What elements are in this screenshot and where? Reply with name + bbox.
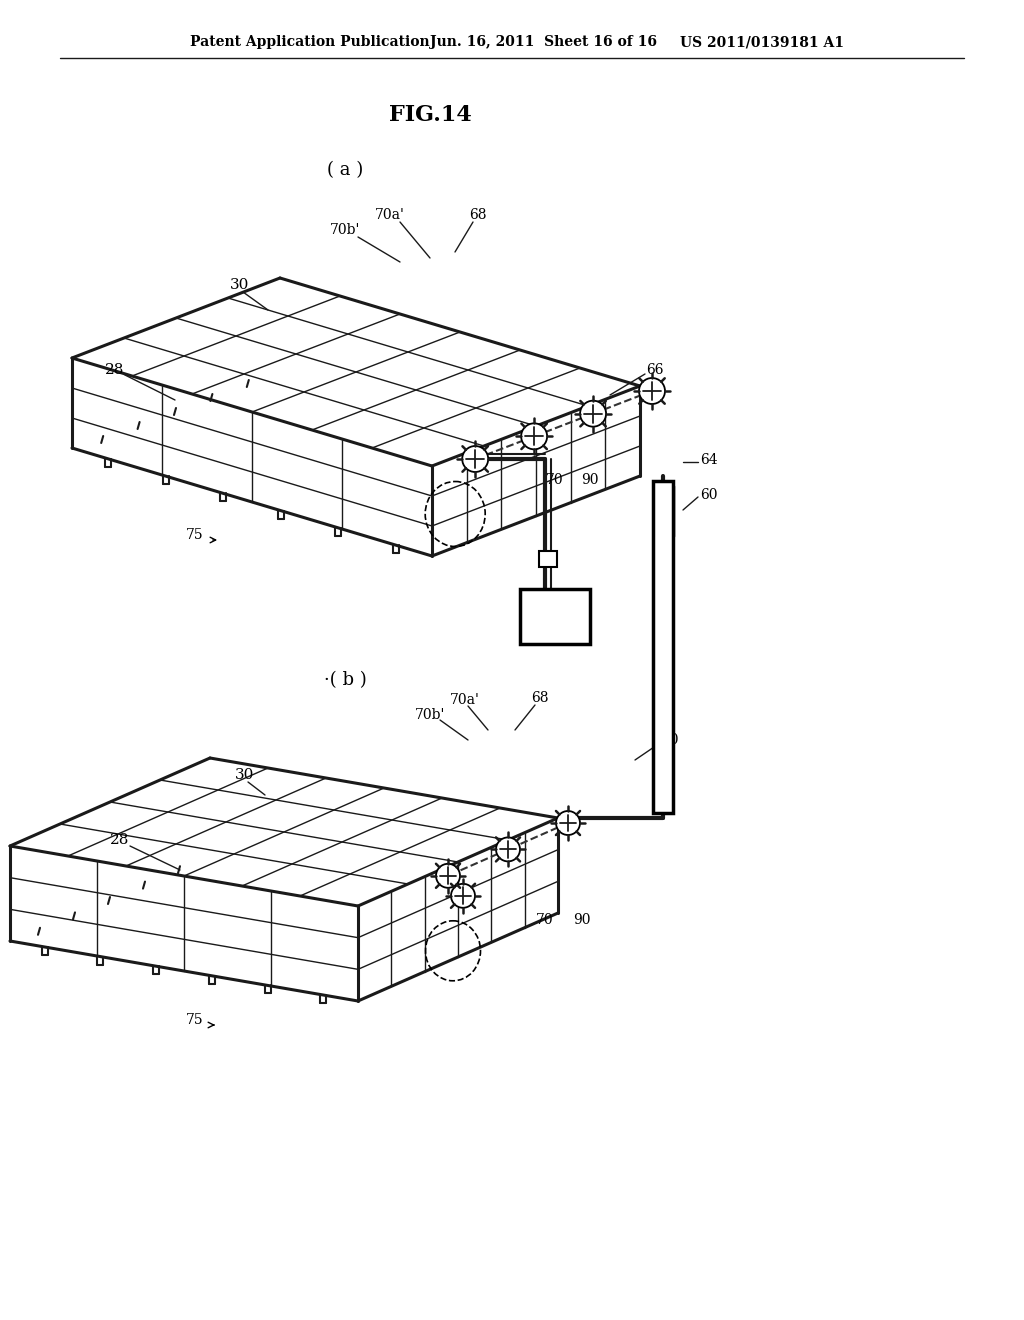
Text: 75: 75	[186, 1012, 204, 1027]
Text: 30: 30	[230, 279, 250, 292]
Circle shape	[639, 378, 665, 404]
Text: 90: 90	[582, 473, 599, 487]
Text: 60: 60	[700, 488, 718, 502]
Text: 70a': 70a'	[375, 209, 404, 222]
Text: Patent Application Publication: Patent Application Publication	[190, 36, 430, 49]
Text: 28: 28	[111, 833, 130, 847]
Text: 66: 66	[646, 363, 664, 378]
Text: 70b': 70b'	[415, 708, 445, 722]
Text: 64: 64	[700, 453, 718, 467]
Text: 60: 60	[662, 733, 679, 747]
Text: 90: 90	[573, 913, 591, 927]
Circle shape	[521, 424, 547, 449]
Bar	[540, 550, 557, 568]
Circle shape	[580, 401, 606, 426]
Text: 28: 28	[105, 363, 125, 378]
Text: 68: 68	[469, 209, 486, 222]
Text: Jun. 16, 2011  Sheet 16 of 16: Jun. 16, 2011 Sheet 16 of 16	[430, 36, 657, 49]
Text: 75: 75	[186, 528, 204, 543]
Bar	[520, 589, 590, 644]
Text: 70a': 70a'	[451, 693, 480, 708]
Text: ( a ): ( a )	[327, 161, 364, 180]
Circle shape	[556, 810, 580, 836]
Text: FIG.14: FIG.14	[389, 104, 471, 125]
Circle shape	[451, 884, 475, 908]
Text: 30: 30	[236, 768, 255, 781]
Text: ·( b ): ·( b )	[324, 671, 367, 689]
Text: 70b': 70b'	[330, 223, 360, 238]
Circle shape	[496, 837, 520, 862]
Circle shape	[436, 863, 460, 888]
Bar	[653, 480, 673, 813]
Text: US 2011/0139181 A1: US 2011/0139181 A1	[680, 36, 844, 49]
Text: 70: 70	[546, 473, 564, 487]
Circle shape	[462, 446, 488, 473]
Text: 68: 68	[531, 690, 549, 705]
Text: 70: 70	[537, 913, 554, 927]
